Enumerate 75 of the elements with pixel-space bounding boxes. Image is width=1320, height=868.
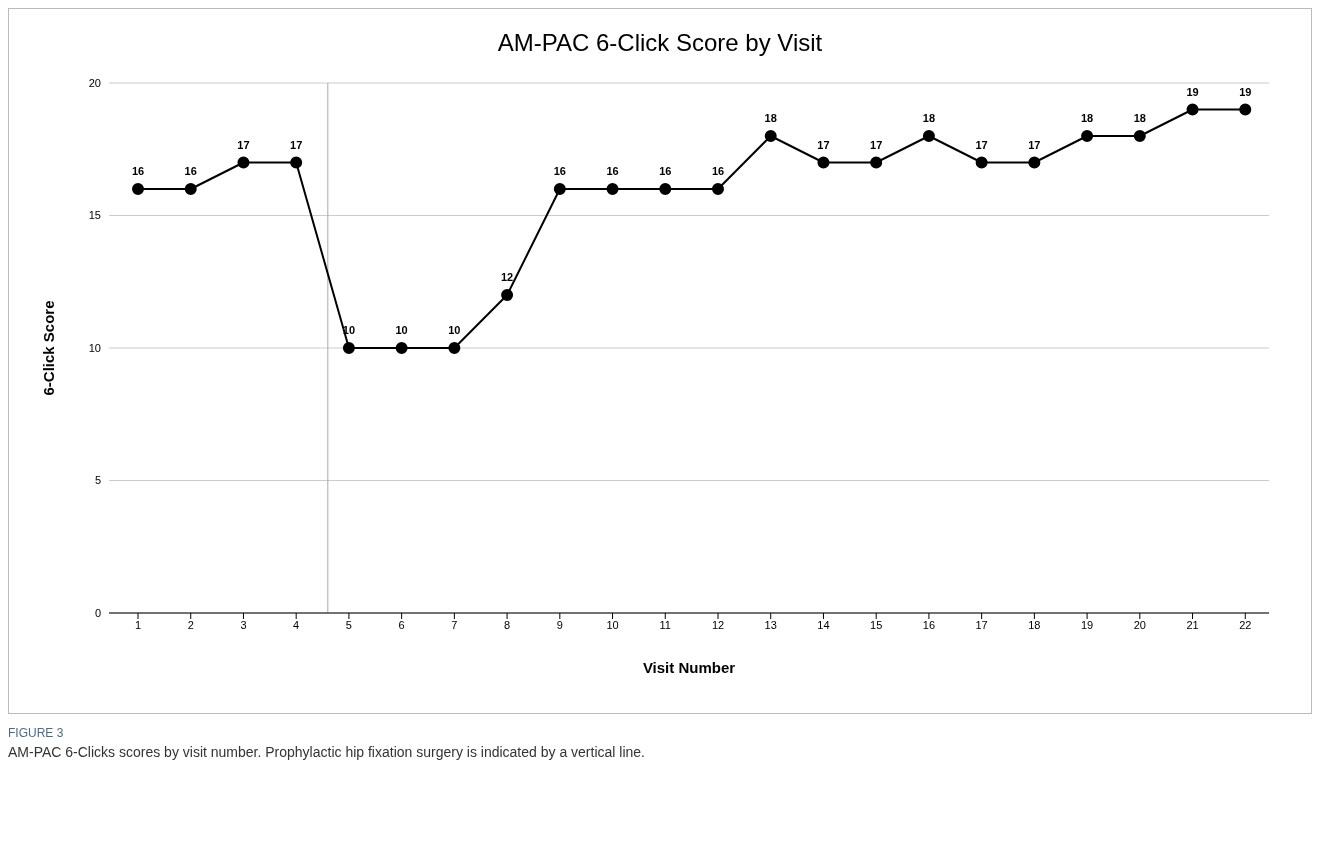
data-label: 19 bbox=[1239, 85, 1252, 98]
x-tick-label: 12 bbox=[711, 618, 725, 631]
x-tick-label: 4 bbox=[293, 618, 300, 631]
x-tick-label: 17 bbox=[975, 618, 988, 631]
point bbox=[870, 156, 883, 169]
x-tick-label: 6 bbox=[398, 618, 405, 631]
point bbox=[342, 342, 355, 354]
y-tick-label: 0 bbox=[94, 606, 101, 619]
data-label: 17 bbox=[817, 138, 830, 151]
point bbox=[817, 156, 830, 169]
point bbox=[501, 289, 514, 301]
caption: FIGURE 3 bbox=[8, 726, 65, 740]
x-tick-label: 14 bbox=[817, 618, 830, 631]
data-label: 17 bbox=[870, 138, 883, 151]
point bbox=[606, 183, 619, 195]
data-label: 16 bbox=[553, 165, 566, 177]
x-tick-label: 21 bbox=[1186, 618, 1199, 631]
point bbox=[184, 183, 197, 195]
x-tick-label: 11 bbox=[659, 618, 671, 631]
x-tick-label: 15 bbox=[870, 618, 883, 631]
x-tick-label: 9 bbox=[556, 618, 563, 631]
y-tick-label: 10 bbox=[88, 341, 101, 354]
chart-title: AM-PAC 6-Click Score by Visit bbox=[496, 29, 824, 57]
point bbox=[975, 156, 988, 169]
x-tick-label: 19 bbox=[1080, 618, 1094, 631]
y-tick-label: 20 bbox=[88, 76, 101, 89]
point bbox=[1239, 103, 1252, 116]
data-label: 17 bbox=[290, 138, 303, 151]
x-tick-label: 8 bbox=[504, 618, 511, 631]
point bbox=[1133, 130, 1146, 142]
x-tick-label: 1 bbox=[134, 618, 142, 631]
x-tick-label: 13 bbox=[764, 618, 777, 631]
x-tick-label: 2 bbox=[187, 618, 194, 631]
point bbox=[448, 342, 461, 354]
point bbox=[553, 183, 566, 195]
data-label: 19 bbox=[1186, 85, 1199, 98]
x-tick-label: 3 bbox=[240, 618, 247, 631]
data-label: 10 bbox=[395, 324, 408, 336]
data-label: 16 bbox=[184, 165, 197, 177]
x-axis-title: Visit Number bbox=[642, 659, 736, 676]
point bbox=[132, 183, 144, 195]
data-label: 18 bbox=[1080, 112, 1094, 124]
data-label: 17 bbox=[237, 138, 250, 151]
data-label: 16 bbox=[606, 165, 619, 177]
point bbox=[712, 183, 724, 195]
x-tick-label: 18 bbox=[1028, 618, 1041, 631]
data-label: 16 bbox=[131, 165, 145, 177]
point bbox=[764, 130, 777, 142]
point bbox=[1028, 156, 1041, 169]
data-label: 17 bbox=[975, 138, 988, 151]
data-label: 16 bbox=[711, 165, 725, 177]
x-tick-label: 20 bbox=[1133, 618, 1146, 631]
y-tick-label: 5 bbox=[94, 474, 101, 487]
text: AM-PAC 6-Clicks scores by visit number. Prophylactic hip fixation surgery is indicated by a vertical line. bbox=[8, 744, 646, 760]
x-tick-label: 5 bbox=[345, 618, 352, 631]
y-tick-label: 15 bbox=[88, 209, 101, 222]
point bbox=[659, 183, 672, 195]
x-tick-label: 22 bbox=[1239, 618, 1252, 631]
y-axis-title: 6-Click Score bbox=[40, 300, 58, 396]
data-label: 10 bbox=[448, 324, 461, 336]
data-label: 16 bbox=[659, 165, 672, 177]
point bbox=[1081, 130, 1094, 142]
data-label: 12 bbox=[500, 271, 514, 283]
data-label: 18 bbox=[764, 112, 777, 124]
point bbox=[922, 130, 935, 142]
x-tick-label: 16 bbox=[922, 618, 936, 631]
data-label: 18 bbox=[922, 112, 936, 124]
x-tick-label: 10 bbox=[606, 618, 619, 631]
point bbox=[237, 156, 250, 169]
x-tick-label: 7 bbox=[451, 618, 458, 631]
data-label: 17 bbox=[1028, 138, 1041, 151]
point bbox=[1186, 103, 1199, 116]
point bbox=[290, 156, 303, 169]
data-label: 18 bbox=[1133, 112, 1146, 124]
point bbox=[395, 342, 408, 354]
